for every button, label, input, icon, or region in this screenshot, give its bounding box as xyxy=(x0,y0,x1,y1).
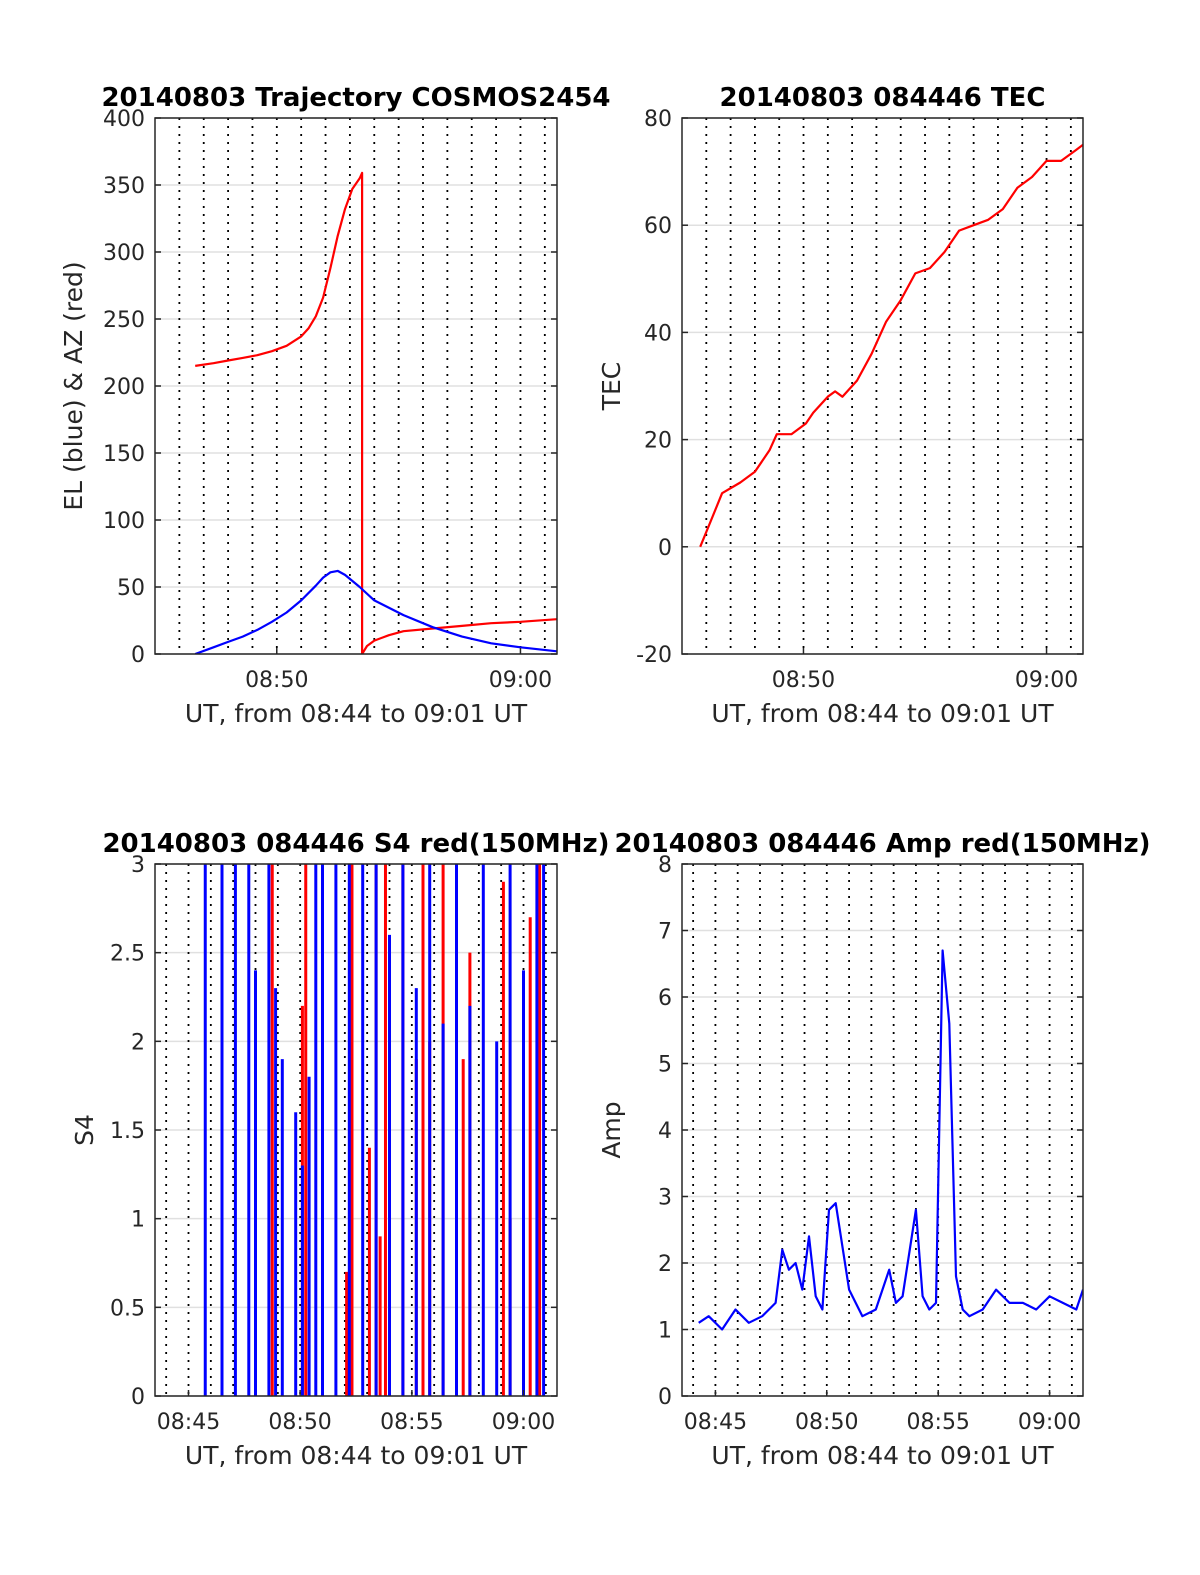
amp-series-line-0 xyxy=(698,949,1083,1331)
tec-series-line-0 xyxy=(699,143,1083,548)
trajectory-series-line-0 xyxy=(195,171,557,654)
trajectory-ytick-label: 400 xyxy=(103,107,145,132)
trajectory-xtick-label: 08:50 xyxy=(245,668,308,693)
tec-ylabel: TEC xyxy=(597,362,626,412)
tec-panel: -20 0 20 40 60 80 08:50 09:00 20140803 084446 TE… xyxy=(597,83,1084,728)
tec-series-group xyxy=(699,143,1083,548)
s4-xlabel: UT, from 08:44 to 09:01 UT xyxy=(185,1441,528,1470)
amp-xlabel: UT, from 08:44 to 09:01 UT xyxy=(711,1441,1054,1470)
amp-xtick-label: 08:45 xyxy=(684,1410,747,1435)
trajectory-panel: 0 50 100 150 200 250 300 350 400 08:50 09:00 201408… xyxy=(59,83,611,728)
s4-ytick-label: 2 xyxy=(131,1030,145,1055)
s4-ytick-label: 2.5 xyxy=(110,942,145,967)
s4-xtick-label: 08:45 xyxy=(157,1410,220,1435)
amp-xtick-label: 08:50 xyxy=(795,1410,858,1435)
trajectory-series-group xyxy=(194,171,557,654)
trajectory-series-line-1 xyxy=(194,569,557,654)
amp-series-group xyxy=(698,949,1083,1331)
amp-ytick-label: 3 xyxy=(658,1186,672,1211)
s4-ytick-label: 3 xyxy=(131,853,145,878)
tec-ytick-label: 0 xyxy=(658,536,672,561)
tec-ytick-label: 60 xyxy=(644,214,672,239)
amp-ytick-label: 6 xyxy=(658,986,672,1011)
amp-ytick-label: 5 xyxy=(658,1053,672,1078)
s4-xtick-label: 08:55 xyxy=(380,1410,443,1435)
trajectory-xlabel: UT, from 08:44 to 09:01 UT xyxy=(185,699,528,728)
trajectory-ytick-label: 250 xyxy=(103,308,145,333)
tec-ytick-label: 80 xyxy=(644,107,672,132)
amp-xtick-label: 08:55 xyxy=(907,1410,970,1435)
trajectory-ytick-label: 150 xyxy=(103,442,145,467)
s4-title: 20140803 084446 S4 red(150MHz) xyxy=(102,829,609,859)
trajectory-ytick-label: 200 xyxy=(103,375,145,400)
s4-ytick-label: 1.5 xyxy=(110,1119,145,1144)
amp-ytick-label: 0 xyxy=(658,1385,672,1410)
trajectory-title: 20140803 Trajectory COSMOS2454 xyxy=(101,83,610,113)
amp-ylabel: Amp xyxy=(597,1101,626,1158)
amp-xtick-label: 09:00 xyxy=(1018,1410,1081,1435)
amp-ytick-label: 8 xyxy=(658,853,672,878)
s4-ylabel: S4 xyxy=(70,1114,99,1146)
trajectory-ylabel: EL (blue) & AZ (red) xyxy=(59,261,88,510)
s4-ytick-label: 0 xyxy=(131,1385,145,1410)
amp-ytick-label: 4 xyxy=(658,1119,672,1144)
s4-series-group xyxy=(203,864,546,1396)
trajectory-ytick-label: 300 xyxy=(103,241,145,266)
amp-title: 20140803 084446 Amp red(150MHz) xyxy=(614,829,1150,859)
amp-ytick-label: 7 xyxy=(658,920,672,945)
tec-xtick-label: 09:00 xyxy=(1015,668,1078,693)
s4-xtick-label: 09:00 xyxy=(492,1410,555,1435)
s4-ytick-label: 1 xyxy=(131,1208,145,1233)
tec-xtick-label: 08:50 xyxy=(772,668,835,693)
tec-ytick-label: 20 xyxy=(644,429,672,454)
s4-panel: 0 0.5 1 1.5 2 2.5 3 08:45 08:50 08:55 09:00 2014080… xyxy=(70,829,610,1470)
trajectory-ytick-label: 50 xyxy=(117,576,145,601)
amp-panel: 0 1 2 3 4 5 6 7 8 08:45 08:50 08:55 09:00 20140803 08… xyxy=(597,829,1151,1470)
amp-ytick-label: 2 xyxy=(658,1252,672,1277)
trajectory-xtick-label: 09:00 xyxy=(489,668,552,693)
tec-title: 20140803 084446 TEC xyxy=(720,83,1046,113)
tec-ytick-label: -20 xyxy=(636,643,672,668)
tec-xlabel: UT, from 08:44 to 09:01 UT xyxy=(711,699,1054,728)
trajectory-ytick-label: 100 xyxy=(103,509,145,534)
trajectory-ytick-label: 0 xyxy=(131,643,145,668)
s4-ytick-label: 0.5 xyxy=(110,1296,145,1321)
amp-ytick-label: 1 xyxy=(658,1319,672,1344)
s4-xtick-label: 08:50 xyxy=(268,1410,331,1435)
trajectory-ytick-label: 350 xyxy=(103,174,145,199)
tec-axes-frame xyxy=(681,117,1084,655)
tec-ytick-label: 40 xyxy=(644,321,672,346)
